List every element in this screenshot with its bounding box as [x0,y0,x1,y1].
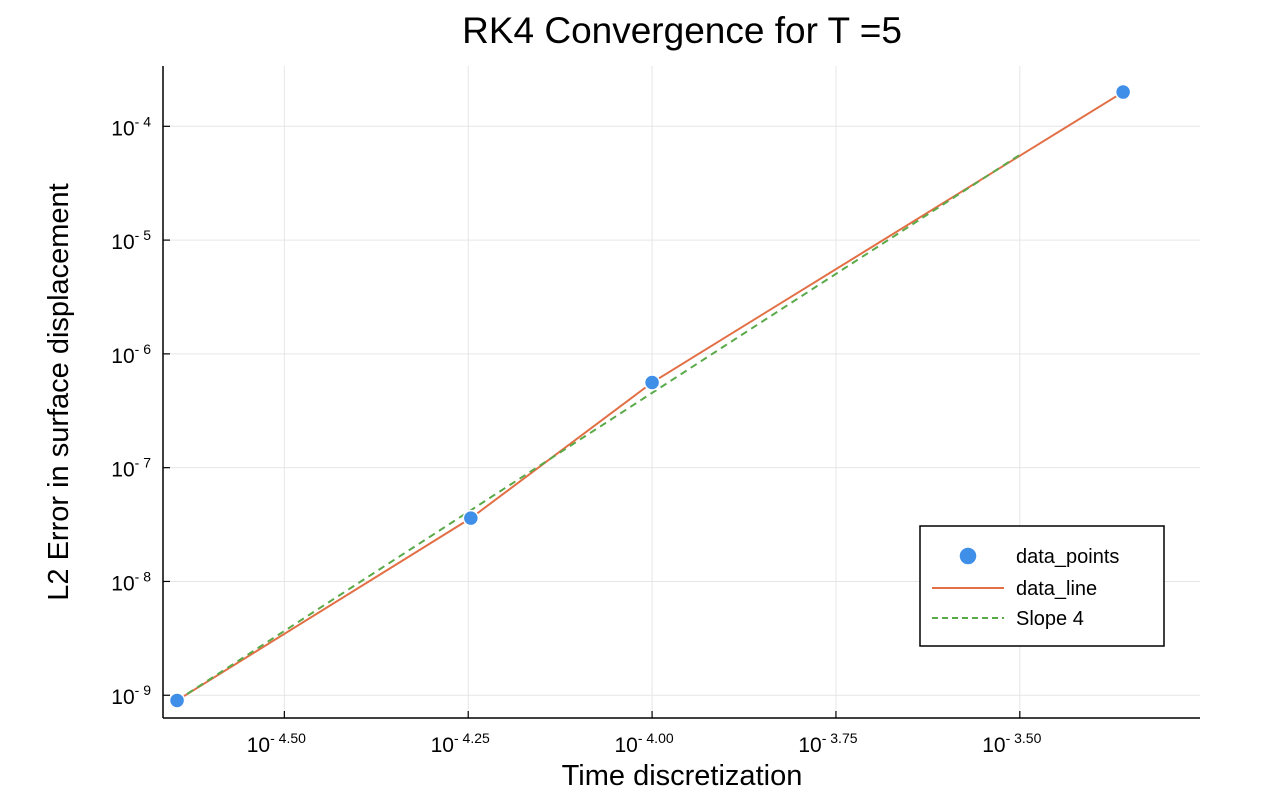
x-tick-label: 10- 3.75 [798,730,857,757]
x-tick-label: 10- 4.50 [247,730,306,757]
series-line-data-line [176,91,1124,702]
y-tick-label: 10- 5 [111,227,151,254]
x-axis-title: Time discretization [562,760,803,792]
x-tick-label: 10- 4.00 [614,730,673,757]
y-tick-label: 10- 9 [111,682,151,709]
data-point [1114,83,1132,101]
data-point [462,509,480,527]
legend-label-data-line: data_line [1016,578,1097,600]
x-tick-label: 10- 4.25 [431,730,490,757]
series-layer [168,83,1132,709]
chart-title: RK4 Convergence for T =5 [462,10,902,51]
data-point [168,692,186,709]
data-point [643,374,661,391]
y-tick-label: 10- 7 [111,455,151,482]
legend: data_points data_line Slope 4 [919,525,1165,647]
y-tick-label: 10- 6 [111,341,151,368]
series-line-slope-4 [176,154,1021,702]
legend-label-slope-4: Slope 4 [1016,608,1084,630]
legend-marker-data-points [958,546,978,566]
y-tick-label: 10- 8 [111,568,151,595]
x-tick-label: 10- 3.50 [982,730,1041,757]
axes-layer [162,66,1200,719]
legend-label-data-points: data_points [1016,546,1119,568]
y-axis-title: L2 Error in surface displacement [43,183,75,600]
ticks-layer: 10- 4.50 10- 4.25 10- 4.00 10- 3.75 10- 3.50… [111,113,1041,757]
y-tick-label: 10- 4 [111,113,151,140]
legend-box [919,525,1165,647]
